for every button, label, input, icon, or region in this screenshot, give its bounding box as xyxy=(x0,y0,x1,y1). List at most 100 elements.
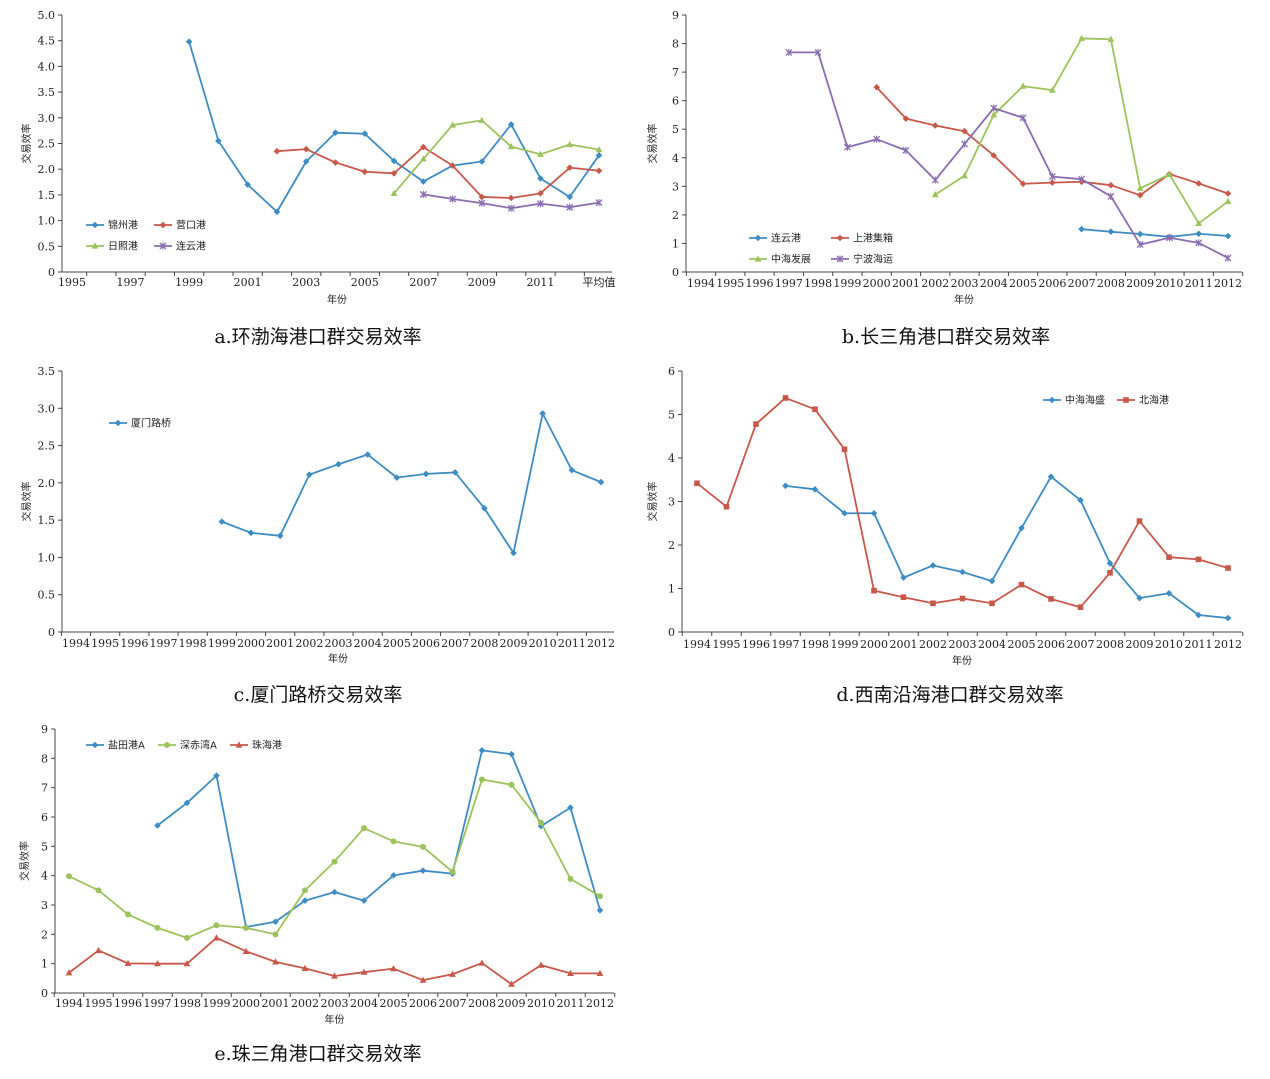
data-point xyxy=(273,147,281,155)
data-point xyxy=(567,875,574,882)
data-point xyxy=(1048,596,1054,602)
chart-caption: a.环渤海港口群交易效率 xyxy=(214,326,421,348)
legend-label: 连云港 xyxy=(176,240,206,253)
x-tick-label: 2001 xyxy=(266,637,294,650)
y-tick-label: 6 xyxy=(672,95,679,108)
data-point xyxy=(1195,239,1203,247)
x-tick-label: 1996 xyxy=(746,277,774,290)
data-point xyxy=(244,181,251,188)
data-point xyxy=(566,164,574,171)
x-tick-label: 2005 xyxy=(351,276,379,289)
x-tick-label: 2010 xyxy=(529,637,557,650)
data-point xyxy=(1077,496,1084,504)
data-point xyxy=(1078,175,1086,183)
data-point xyxy=(331,858,338,865)
x-tick-label: 2003 xyxy=(292,276,320,289)
x-tick-label: 1994 xyxy=(683,638,711,651)
legend-marker xyxy=(235,741,243,748)
x-tick-label: 2001 xyxy=(892,277,920,290)
data-point xyxy=(871,587,877,594)
data-point xyxy=(1195,230,1203,238)
data-point xyxy=(931,191,939,198)
data-point xyxy=(481,504,488,512)
data-point xyxy=(1166,554,1172,560)
x-tick-label: 2012 xyxy=(587,637,615,650)
data-point xyxy=(959,595,966,602)
chart-caption: b.长三角港口群交易效率 xyxy=(842,326,1050,348)
data-point xyxy=(124,959,132,966)
data-point xyxy=(213,922,220,929)
legend-marker xyxy=(164,742,170,748)
y-tick-label: 2.0 xyxy=(38,477,56,490)
x-tick-label: 1997 xyxy=(150,637,178,650)
x-tick-label: 1996 xyxy=(120,637,148,650)
x-tick-label: 2008 xyxy=(1097,277,1125,290)
data-point xyxy=(1078,34,1086,42)
data-point xyxy=(479,776,485,783)
data-point xyxy=(510,549,517,557)
legend-item: 盐田港A xyxy=(86,739,145,752)
data-point xyxy=(302,887,308,894)
data-point xyxy=(449,868,456,875)
data-point xyxy=(419,190,427,198)
data-point xyxy=(422,470,430,478)
data-point xyxy=(335,460,342,468)
x-tick-label: 2005 xyxy=(1009,277,1037,290)
x-tick-label: 1999 xyxy=(203,997,231,1010)
data-point xyxy=(539,410,546,417)
x-axis-label: 年份 xyxy=(952,654,972,667)
data-point xyxy=(990,111,998,118)
data-point xyxy=(272,931,279,938)
x-tick-label: 2010 xyxy=(527,997,555,1010)
data-point xyxy=(595,152,603,159)
data-point xyxy=(360,897,368,904)
y-tick-label: 1 xyxy=(672,237,679,250)
x-tick-label: 2012 xyxy=(1214,277,1242,290)
y-tick-label: 4.0 xyxy=(38,60,56,73)
series-line xyxy=(785,475,1229,619)
x-tick-label: 1996 xyxy=(114,997,142,1010)
data-point xyxy=(785,48,793,57)
data-point xyxy=(183,799,191,807)
x-tick-label: 1996 xyxy=(742,638,770,651)
data-point xyxy=(420,143,427,151)
x-tick-label: 2010 xyxy=(1155,277,1183,290)
x-tick-label: 2001 xyxy=(234,276,262,289)
x-tick-label: 2009 xyxy=(498,997,526,1010)
series-line xyxy=(276,146,600,199)
data-point xyxy=(873,135,881,143)
data-point xyxy=(95,946,102,954)
data-point xyxy=(331,888,338,896)
x-tick-label: 2006 xyxy=(409,997,437,1010)
legend-label: 北海港 xyxy=(1139,394,1169,407)
data-point xyxy=(419,155,427,162)
data-point xyxy=(420,178,427,185)
x-tick-label: 2001 xyxy=(890,638,918,651)
x-tick-label: 2006 xyxy=(412,637,440,650)
data-point xyxy=(1019,180,1027,188)
x-tick-label: 1994 xyxy=(55,997,83,1010)
data-point xyxy=(1136,518,1143,524)
data-point xyxy=(961,140,968,148)
series-line xyxy=(934,37,1229,225)
y-tick-label: 0.5 xyxy=(38,240,56,253)
data-point xyxy=(566,193,574,201)
data-point xyxy=(1224,232,1232,240)
x-axis-label: 年份 xyxy=(325,1013,345,1026)
data-point xyxy=(811,486,819,493)
data-point xyxy=(478,158,486,165)
y-tick-label: 4.5 xyxy=(38,35,56,48)
x-tick-label: 2001 xyxy=(262,997,290,1010)
y-tick-label: 5 xyxy=(41,840,48,853)
legend-item: 宁波海运 xyxy=(831,253,893,266)
data-point xyxy=(595,146,603,153)
legend-label: 营口港 xyxy=(176,219,206,232)
x-tick-label: 2002 xyxy=(295,637,323,650)
data-point xyxy=(961,172,968,179)
data-point xyxy=(1107,228,1115,236)
x-tick-label: 2012 xyxy=(586,997,614,1010)
x-tick-label: 2007 xyxy=(1067,638,1095,651)
y-tick-label: 2 xyxy=(668,539,675,552)
